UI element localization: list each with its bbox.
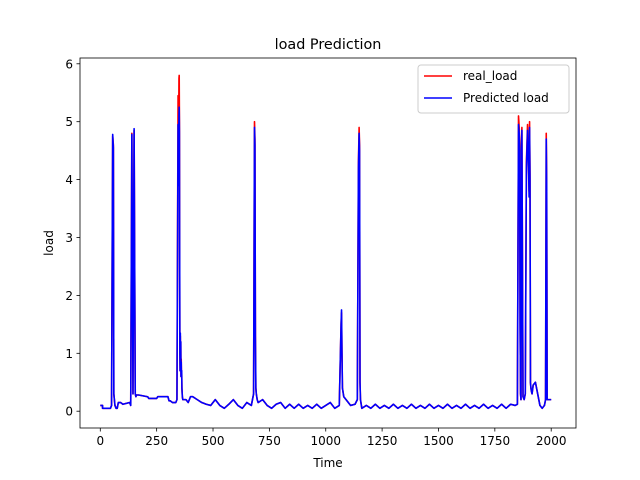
x-tick-label: 0 — [96, 434, 104, 448]
y-tick-label: 1 — [65, 347, 73, 361]
y-tick-label: 5 — [65, 115, 73, 129]
legend-box — [417, 64, 570, 114]
legend: real_load Predicted load — [417, 64, 570, 114]
x-tick-label: 1000 — [310, 434, 341, 448]
series-line-predicted-load — [100, 106, 552, 410]
y-axis: 0 1 2 3 4 5 6 — [65, 57, 80, 419]
x-tick-label: 750 — [258, 434, 281, 448]
x-axis-label: Time — [312, 456, 342, 470]
x-tick-label: 2000 — [536, 434, 567, 448]
plot-frame — [79, 57, 577, 429]
x-tick-label: 250 — [145, 434, 168, 448]
legend-label-predicted-load: Predicted load — [463, 91, 549, 105]
x-tick-label: 1500 — [423, 434, 454, 448]
y-axis-label: load — [42, 230, 56, 256]
x-tick-label: 500 — [202, 434, 225, 448]
plot-area: 0 250 500 750 1000 1250 1500 1750 2000 0 1 2 3 4 5 6 — [65, 57, 577, 448]
y-tick-label: 4 — [65, 173, 73, 187]
chart-title: load Prediction — [275, 37, 382, 53]
legend-label-real-load: real_load — [463, 69, 517, 83]
x-axis: 0 250 500 750 1000 1250 1500 1750 2000 — [96, 428, 566, 448]
x-tick-label: 1250 — [367, 434, 398, 448]
y-tick-label: 3 — [65, 231, 73, 245]
y-tick-label: 6 — [65, 57, 73, 71]
y-tick-label: 0 — [65, 405, 73, 419]
series-layer — [100, 74, 552, 410]
y-tick-label: 2 — [65, 289, 73, 303]
x-tick-label: 1750 — [480, 434, 511, 448]
